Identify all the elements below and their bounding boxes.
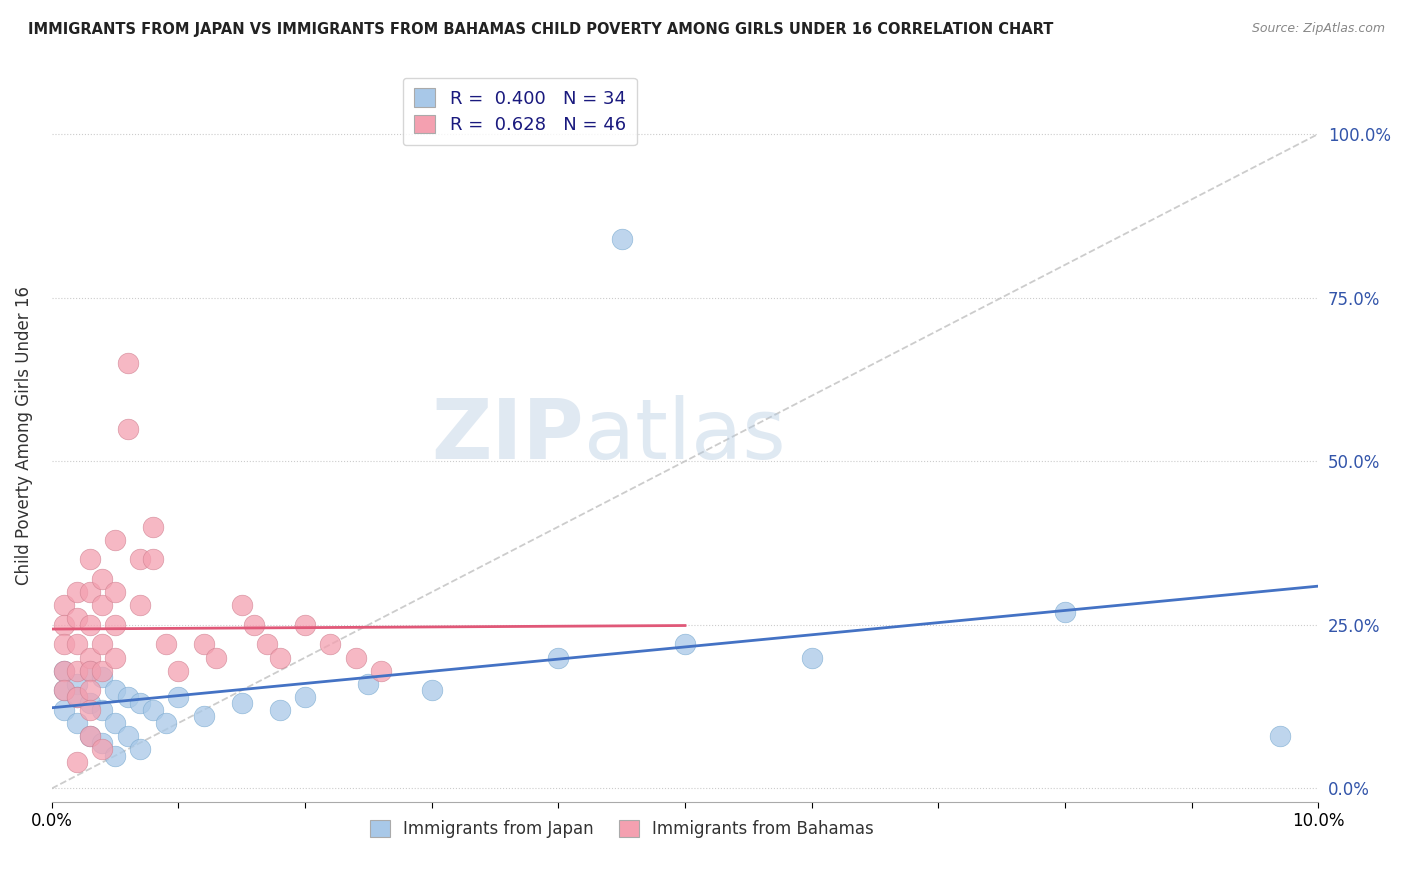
Point: [53, 683, 76, 698]
Point: [79, 697, 101, 711]
Point: [66, 690, 89, 704]
Point: [547, 650, 569, 665]
Point: [167, 664, 190, 678]
Point: [129, 742, 152, 756]
Point: [420, 683, 443, 698]
Text: ZIP: ZIP: [432, 394, 583, 475]
Point: [66, 677, 89, 691]
Point: [91, 598, 114, 612]
Point: [269, 703, 291, 717]
Point: [129, 697, 152, 711]
Point: [79, 729, 101, 743]
Legend: Immigrants from Japan, Immigrants from Bahamas: Immigrants from Japan, Immigrants from B…: [363, 813, 880, 845]
Point: [193, 638, 215, 652]
Point: [91, 572, 114, 586]
Point: [319, 638, 342, 652]
Point: [800, 650, 823, 665]
Text: IMMIGRANTS FROM JAPAN VS IMMIGRANTS FROM BAHAMAS CHILD POVERTY AMONG GIRLS UNDER: IMMIGRANTS FROM JAPAN VS IMMIGRANTS FROM…: [28, 22, 1053, 37]
Point: [53, 638, 76, 652]
Point: [79, 664, 101, 678]
Point: [294, 618, 316, 632]
Point: [53, 618, 76, 632]
Point: [370, 664, 392, 678]
Point: [79, 650, 101, 665]
Point: [91, 703, 114, 717]
Point: [79, 618, 101, 632]
Point: [91, 736, 114, 750]
Point: [142, 552, 165, 566]
Point: [53, 598, 76, 612]
Point: [79, 664, 101, 678]
Point: [117, 729, 139, 743]
Point: [344, 650, 367, 665]
Point: [53, 664, 76, 678]
Point: [79, 552, 101, 566]
Point: [66, 611, 89, 625]
Point: [610, 232, 633, 246]
Point: [79, 585, 101, 599]
Point: [66, 756, 89, 770]
Point: [53, 664, 76, 678]
Point: [66, 638, 89, 652]
Point: [104, 748, 127, 763]
Point: [155, 638, 177, 652]
Point: [104, 533, 127, 547]
Point: [79, 729, 101, 743]
Point: [269, 650, 291, 665]
Point: [66, 664, 89, 678]
Point: [142, 703, 165, 717]
Point: [205, 650, 228, 665]
Point: [104, 716, 127, 731]
Point: [117, 421, 139, 435]
Point: [193, 709, 215, 723]
Point: [104, 618, 127, 632]
Point: [1270, 729, 1292, 743]
Point: [104, 585, 127, 599]
Point: [79, 683, 101, 698]
Text: atlas: atlas: [583, 394, 786, 475]
Point: [231, 697, 253, 711]
Point: [91, 638, 114, 652]
Point: [66, 716, 89, 731]
Point: [117, 356, 139, 370]
Point: [231, 598, 253, 612]
Point: [673, 638, 696, 652]
Point: [357, 677, 380, 691]
Point: [53, 703, 76, 717]
Point: [79, 703, 101, 717]
Point: [294, 690, 316, 704]
Point: [129, 598, 152, 612]
Text: Source: ZipAtlas.com: Source: ZipAtlas.com: [1251, 22, 1385, 36]
Point: [104, 650, 127, 665]
Point: [256, 638, 278, 652]
Point: [243, 618, 266, 632]
Point: [66, 690, 89, 704]
Point: [129, 552, 152, 566]
Point: [91, 664, 114, 678]
Point: [167, 690, 190, 704]
Point: [91, 742, 114, 756]
Point: [91, 670, 114, 684]
Point: [66, 585, 89, 599]
Point: [1053, 605, 1076, 619]
Y-axis label: Child Poverty Among Girls Under 16: Child Poverty Among Girls Under 16: [15, 285, 32, 584]
Point: [155, 716, 177, 731]
Point: [104, 683, 127, 698]
Point: [142, 519, 165, 533]
Point: [117, 690, 139, 704]
Point: [53, 683, 76, 698]
